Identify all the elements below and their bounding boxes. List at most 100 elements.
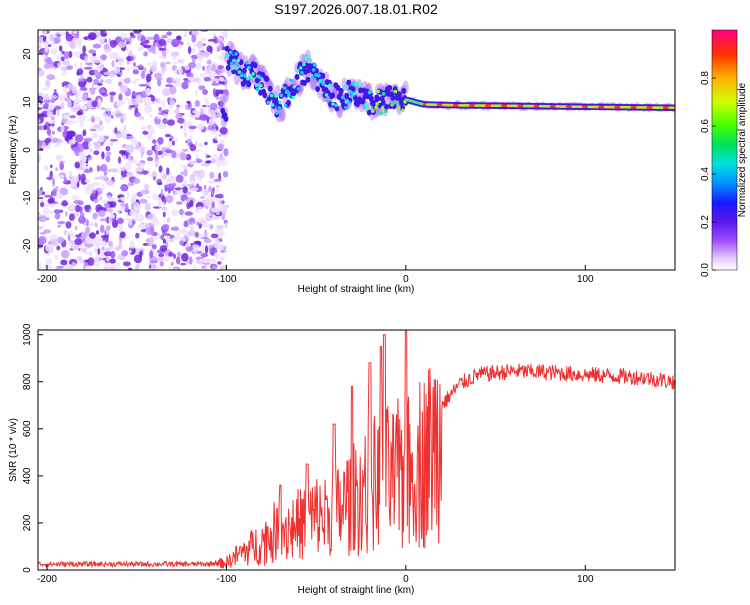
noise-blob (121, 250, 129, 257)
ridge-core (334, 103, 339, 108)
noise-blob (176, 117, 185, 124)
noise-blob (127, 182, 134, 187)
ridge-core (343, 84, 347, 89)
noise-blob (104, 52, 111, 55)
noise-blob (72, 63, 78, 67)
noise-blob (111, 112, 117, 115)
ridge-core (353, 82, 358, 86)
noise-blob (185, 107, 193, 110)
ridge-core (383, 109, 388, 113)
noise-blob (117, 41, 126, 48)
ridge-core (295, 68, 300, 73)
noise-blob (119, 150, 126, 155)
noise-blob (49, 210, 53, 215)
noise-blob (186, 100, 191, 104)
top-y-tick-label: 0 (22, 147, 33, 153)
ridge-core (371, 109, 375, 113)
noise-blob (189, 144, 197, 152)
noise-blob (110, 114, 114, 119)
ridge-core (380, 106, 385, 110)
noise-blob (162, 113, 169, 118)
noise-blob (133, 217, 139, 222)
noise-blob (157, 182, 163, 186)
noise-blob (179, 152, 187, 161)
noise-blob (94, 255, 100, 263)
ridge-core (376, 89, 381, 94)
noise-blob (121, 155, 127, 160)
ridge-core (225, 53, 230, 58)
ridge-mid (286, 100, 291, 106)
noise-blob (66, 130, 75, 138)
ridge-mid (224, 45, 230, 52)
noise-blob (185, 153, 192, 161)
noise-blob (46, 111, 53, 117)
noise-blob (158, 253, 165, 257)
noise-blob (147, 82, 152, 86)
noise-blob (56, 108, 60, 117)
noise-blob (50, 98, 56, 104)
noise-blob (176, 256, 181, 265)
noise-blob (38, 236, 47, 245)
noise-blob (157, 137, 164, 145)
noise-blob (209, 224, 214, 230)
noise-blob (119, 72, 123, 76)
noise-blobs (38, 30, 230, 270)
noise-blob (179, 240, 185, 246)
colorbar-tick-label: 0.0 (700, 263, 711, 277)
noise-blob (85, 62, 93, 66)
ridge-core (347, 100, 351, 105)
noise-blob (75, 234, 81, 238)
noise-blob (146, 149, 153, 156)
noise-blob (42, 36, 47, 42)
noise-blob (129, 159, 138, 164)
noise-blob (180, 171, 184, 175)
noise-blob (83, 137, 93, 142)
noise-blob (126, 56, 132, 62)
ridge-core (237, 70, 242, 74)
noise-blob (161, 34, 168, 39)
noise-blob (38, 107, 42, 111)
noise-blob (128, 153, 132, 162)
noise-blob (52, 39, 55, 47)
noise-blob (60, 66, 68, 71)
noise-blob (44, 44, 49, 53)
noise-blob (187, 77, 195, 81)
noise-blob (61, 200, 68, 207)
top-x-tick-label: 0 (403, 274, 409, 285)
noise-blob (100, 164, 108, 172)
ridge-mid (262, 92, 268, 99)
ridge-core (235, 63, 239, 67)
noise-blob (166, 234, 170, 243)
noise-blob (63, 229, 68, 236)
noise-blob (162, 223, 170, 230)
ridge-core (358, 83, 362, 88)
noise-blob (46, 176, 53, 180)
noise-blob (138, 198, 148, 204)
ridge-halo (233, 72, 240, 86)
ridge-core (381, 92, 386, 96)
noise-blob (170, 51, 180, 58)
noise-blob (203, 189, 209, 196)
noise-blob (38, 262, 43, 270)
noise-blob (168, 85, 177, 95)
noise-blob (89, 148, 93, 152)
noise-blob (149, 260, 159, 264)
noise-blob (174, 267, 179, 270)
noise-blob (53, 255, 59, 260)
ridge-core (310, 75, 315, 80)
noise-blob (210, 82, 220, 87)
noise-blob (213, 123, 218, 128)
noise-blob (210, 78, 219, 83)
noise-blob (61, 50, 65, 55)
signal-ridge (219, 40, 675, 129)
noise-blob (44, 194, 53, 198)
noise-blob (162, 88, 171, 96)
noise-blob (41, 87, 49, 91)
noise-blob (156, 256, 165, 262)
noise-blob (89, 128, 97, 132)
noise-blob (74, 225, 78, 231)
noise-blob (154, 72, 162, 79)
noise-blob (191, 30, 199, 37)
noise-blob (188, 184, 192, 187)
ridge-core (230, 61, 234, 66)
